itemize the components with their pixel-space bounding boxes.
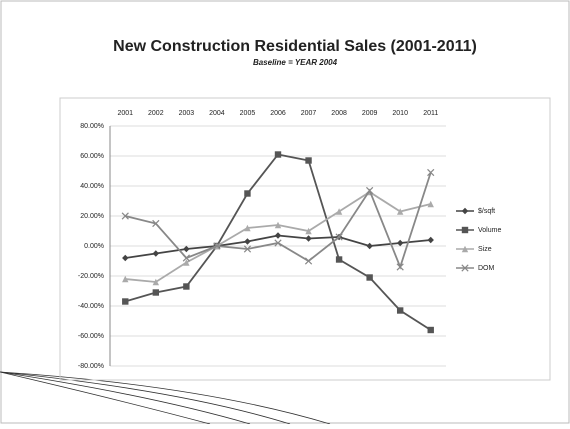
point [183, 245, 190, 253]
legend-label: $/sqft [478, 208, 495, 215]
point [274, 151, 282, 158]
point [152, 278, 160, 286]
legend-label: Size [478, 246, 492, 253]
y-tick-label: -80.00% [78, 363, 104, 370]
point [122, 298, 129, 305]
point [427, 236, 434, 244]
legend-marker [461, 264, 469, 272]
x-tick-label: 2002 [148, 110, 164, 117]
point [274, 221, 282, 229]
point [335, 233, 343, 241]
point [121, 212, 129, 220]
point [335, 256, 343, 263]
chart-title: New Construction Residential Sales (2001… [113, 38, 477, 55]
legend-marker [461, 226, 469, 234]
point [183, 283, 190, 290]
point [427, 168, 435, 177]
y-tick-label: -20.00% [78, 273, 104, 280]
point [152, 289, 160, 296]
point [366, 186, 374, 195]
y-tick-label: 40.00% [80, 183, 104, 190]
legend-label: DOM [478, 265, 495, 272]
x-tick-label: 2004 [209, 110, 225, 117]
y-tick-label: 80.00% [80, 123, 104, 130]
decoration [0, 371, 331, 425]
point [274, 239, 282, 247]
point [335, 208, 343, 215]
x-tick-label: 2010 [392, 110, 408, 117]
legend-marker [461, 245, 469, 253]
point [396, 239, 404, 247]
point [366, 274, 373, 281]
point [152, 250, 160, 257]
x-tick-label: 2007 [301, 110, 317, 117]
point [366, 242, 373, 250]
point [183, 259, 190, 266]
x-tick-label: 2005 [240, 110, 256, 117]
x-tick-label: 2009 [362, 110, 378, 117]
x-tick-label: 2006 [270, 110, 286, 117]
point [243, 245, 252, 253]
point [182, 254, 190, 262]
x-tick-label: 2008 [331, 110, 347, 117]
plot-area [59, 97, 551, 381]
point [396, 307, 404, 314]
legend-label: Volume [478, 227, 501, 234]
y-tick-label: 60.00% [80, 153, 104, 160]
point [244, 190, 251, 197]
y-tick-label: 0.00% [84, 243, 104, 250]
point [213, 242, 221, 250]
point [427, 326, 434, 334]
point [122, 254, 129, 262]
point [305, 235, 312, 242]
legend-marker [461, 207, 469, 215]
x-tick-label: 2011 [423, 110, 438, 117]
y-tick-label: -40.00% [78, 303, 104, 310]
y-tick-label: 20.00% [80, 213, 104, 220]
y-tick-label: -60.00% [78, 333, 104, 340]
point [305, 227, 312, 235]
point [274, 232, 282, 239]
point [396, 263, 404, 271]
x-tick-label: 2003 [179, 110, 195, 117]
x-tick-label: 2001 [117, 110, 133, 117]
point [305, 157, 312, 164]
chart-subtitle: Baseline = YEAR 2004 [253, 58, 338, 67]
point [427, 200, 434, 208]
point [122, 275, 129, 283]
point [304, 257, 313, 265]
point [396, 208, 404, 215]
point [244, 224, 251, 232]
point [152, 219, 160, 228]
point [244, 238, 251, 245]
